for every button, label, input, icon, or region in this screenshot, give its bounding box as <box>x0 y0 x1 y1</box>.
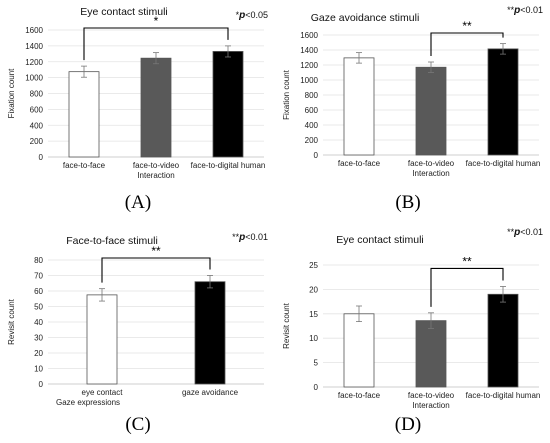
y-tick-label: 800 <box>30 90 44 99</box>
significance-bracket <box>430 267 504 307</box>
y-tick-label: 0 <box>314 383 319 392</box>
significance-marker: * <box>154 14 159 28</box>
significance-bracket <box>430 32 504 56</box>
y-tick-label: 0 <box>39 153 44 162</box>
y-tick-label: 1400 <box>25 42 43 51</box>
y-tick-label: 15 <box>309 310 318 319</box>
x-tick-label: face-to-video <box>133 161 180 170</box>
significance-marker: ** <box>151 244 161 258</box>
bar <box>415 320 447 388</box>
note-threshold: <0.01 <box>520 227 543 237</box>
x-axis-label: Interaction <box>137 171 174 180</box>
x-tick-label: gaze avoidance <box>182 388 239 397</box>
caption-c: (C) <box>125 414 151 435</box>
significance-marker: ** <box>462 254 472 268</box>
y-tick-label: 1000 <box>25 74 43 83</box>
y-axis-label: Fixation count <box>282 69 291 120</box>
chart-title: Eye contact stimuli <box>80 6 168 18</box>
y-tick-label: 80 <box>34 256 43 265</box>
y-tick-label: 400 <box>305 121 319 130</box>
significance-bracket <box>101 257 211 283</box>
x-tick-label: face-to-video <box>408 159 455 168</box>
caption-a: (A) <box>124 192 152 213</box>
y-axis-label: Revisit count <box>7 298 16 345</box>
x-tick-label: face-to-face <box>63 161 106 170</box>
bar <box>140 57 172 158</box>
x-tick-label: face-to-video <box>408 391 455 400</box>
x-axis-label: Gaze expressions <box>56 398 120 407</box>
note-p: p <box>513 5 520 16</box>
caption-d: (D) <box>394 414 422 435</box>
y-tick-label: 20 <box>34 349 43 358</box>
note-threshold: <0.01 <box>520 5 543 15</box>
y-tick-label: 200 <box>305 136 319 145</box>
bar <box>68 71 100 158</box>
bar <box>86 294 118 385</box>
significance-note: *p<0.05 <box>236 10 268 21</box>
y-tick-label: 600 <box>30 105 44 114</box>
panel-a: Eye contact stimuli *p<0.0502004006008001… <box>7 6 268 180</box>
y-tick-label: 1200 <box>300 61 318 70</box>
note-stars: ** <box>507 5 515 15</box>
y-tick-label: 10 <box>309 334 318 343</box>
y-tick-label: 40 <box>34 318 43 327</box>
y-tick-label: 1400 <box>300 46 318 55</box>
panel-b: Gaze avoidance stimuli**p<0.010200400600… <box>282 5 543 178</box>
y-axis-label: Fixation count <box>7 68 16 119</box>
y-tick-label: 1600 <box>25 26 43 35</box>
chart-title: Gaze avoidance stimuli <box>311 12 420 24</box>
y-tick-label: 1000 <box>300 76 318 85</box>
y-tick-label: 5 <box>314 359 319 368</box>
x-tick-label: face-to-digital human <box>191 161 266 170</box>
y-tick-label: 800 <box>305 91 319 100</box>
bar <box>487 48 519 156</box>
chart-title: Eye contact stimuli <box>336 234 424 246</box>
significance-note: **p<0.01 <box>507 227 543 238</box>
y-tick-label: 0 <box>314 151 319 160</box>
y-tick-label: 20 <box>309 285 318 294</box>
note-stars: ** <box>507 227 515 237</box>
significance-note: **p<0.01 <box>232 232 268 243</box>
x-tick-label: face-to-digital human <box>466 391 541 400</box>
note-p: p <box>513 227 520 238</box>
chart-title: Face-to-face stimuli <box>66 235 158 247</box>
caption-b: (B) <box>395 192 421 213</box>
y-tick-label: 70 <box>34 272 43 281</box>
y-tick-label: 0 <box>39 380 44 389</box>
x-tick-label: face-to-face <box>338 159 381 168</box>
y-tick-label: 30 <box>34 334 43 343</box>
note-stars: * <box>236 10 240 20</box>
significance-marker: ** <box>462 19 472 33</box>
panel-d: Eye contact stimuli**p<0.010510152025Rev… <box>282 227 543 410</box>
note-stars: ** <box>232 232 240 242</box>
note-p: p <box>238 10 245 21</box>
y-tick-label: 1200 <box>25 58 43 67</box>
bar <box>194 281 226 385</box>
y-tick-label: 600 <box>305 106 319 115</box>
bar <box>212 51 244 158</box>
y-tick-label: 50 <box>34 303 43 312</box>
x-tick-label: eye contact <box>82 388 124 397</box>
note-threshold: <0.05 <box>245 10 268 20</box>
bar <box>487 293 519 388</box>
significance-bracket <box>83 27 229 61</box>
y-tick-label: 60 <box>34 287 43 296</box>
bar <box>343 313 375 388</box>
y-tick-label: 25 <box>309 261 318 270</box>
y-axis-label: Revisit count <box>282 302 291 349</box>
bar <box>343 57 375 156</box>
x-tick-label: face-to-face <box>338 391 381 400</box>
x-axis-label: Interaction <box>412 169 449 178</box>
y-tick-label: 1600 <box>300 31 318 40</box>
panel-c: Face-to-face stimuli **p<0.01010203040506… <box>7 232 268 407</box>
note-p: p <box>238 232 245 243</box>
x-axis-label: Interaction <box>412 401 449 410</box>
bar <box>415 66 447 156</box>
x-tick-label: face-to-digital human <box>466 159 541 168</box>
note-threshold: <0.01 <box>245 232 268 242</box>
y-tick-label: 200 <box>30 137 44 146</box>
y-tick-label: 400 <box>30 121 44 130</box>
significance-note: **p<0.01 <box>507 5 543 16</box>
y-tick-label: 10 <box>34 365 43 374</box>
